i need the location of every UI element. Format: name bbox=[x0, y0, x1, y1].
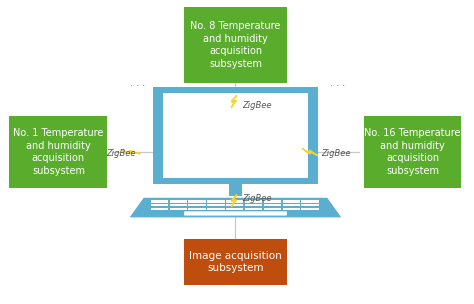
FancyBboxPatch shape bbox=[184, 211, 287, 216]
Text: ZigBee: ZigBee bbox=[243, 101, 272, 110]
FancyBboxPatch shape bbox=[163, 93, 308, 178]
FancyBboxPatch shape bbox=[229, 184, 242, 196]
FancyBboxPatch shape bbox=[207, 204, 225, 206]
FancyBboxPatch shape bbox=[264, 208, 281, 210]
FancyBboxPatch shape bbox=[283, 208, 300, 210]
FancyBboxPatch shape bbox=[301, 204, 319, 206]
FancyBboxPatch shape bbox=[207, 200, 225, 203]
FancyBboxPatch shape bbox=[264, 204, 281, 206]
Text: ZigBee: ZigBee bbox=[107, 149, 136, 158]
FancyBboxPatch shape bbox=[226, 208, 244, 210]
FancyBboxPatch shape bbox=[245, 200, 262, 203]
Polygon shape bbox=[130, 198, 341, 217]
Polygon shape bbox=[231, 95, 237, 108]
FancyBboxPatch shape bbox=[9, 116, 107, 188]
FancyBboxPatch shape bbox=[188, 204, 206, 206]
FancyBboxPatch shape bbox=[301, 208, 319, 210]
FancyBboxPatch shape bbox=[184, 239, 287, 285]
Text: Image acquisition
subsystem: Image acquisition subsystem bbox=[189, 251, 282, 273]
Text: ZigBee: ZigBee bbox=[243, 194, 272, 203]
FancyBboxPatch shape bbox=[153, 87, 318, 184]
FancyBboxPatch shape bbox=[151, 204, 168, 206]
Text: ZigBee: ZigBee bbox=[321, 149, 350, 158]
FancyBboxPatch shape bbox=[264, 200, 281, 203]
Text: . . .: . . . bbox=[330, 78, 346, 88]
FancyBboxPatch shape bbox=[283, 200, 300, 203]
FancyBboxPatch shape bbox=[170, 200, 187, 203]
FancyBboxPatch shape bbox=[170, 204, 187, 206]
FancyBboxPatch shape bbox=[188, 200, 206, 203]
Text: . . .: . . . bbox=[130, 78, 145, 88]
Polygon shape bbox=[121, 150, 140, 154]
FancyBboxPatch shape bbox=[283, 204, 300, 206]
Text: No. 16 Temperature
and humidity
acquisition
subsystem: No. 16 Temperature and humidity acquisit… bbox=[365, 128, 461, 176]
FancyBboxPatch shape bbox=[151, 208, 168, 210]
Polygon shape bbox=[231, 195, 237, 207]
FancyBboxPatch shape bbox=[245, 204, 262, 206]
FancyBboxPatch shape bbox=[184, 7, 287, 83]
Polygon shape bbox=[302, 148, 318, 156]
FancyBboxPatch shape bbox=[364, 116, 462, 188]
FancyBboxPatch shape bbox=[301, 200, 319, 203]
FancyBboxPatch shape bbox=[226, 204, 244, 206]
FancyBboxPatch shape bbox=[188, 208, 206, 210]
FancyBboxPatch shape bbox=[170, 208, 187, 210]
FancyBboxPatch shape bbox=[245, 208, 262, 210]
FancyBboxPatch shape bbox=[151, 200, 168, 203]
Text: No. 1 Temperature
and humidity
acquisition
subsystem: No. 1 Temperature and humidity acquisiti… bbox=[13, 128, 104, 176]
FancyBboxPatch shape bbox=[207, 208, 225, 210]
Text: No. 8 Temperature
and humidity
acquisition
subsystem: No. 8 Temperature and humidity acquisiti… bbox=[190, 22, 281, 69]
FancyBboxPatch shape bbox=[226, 200, 244, 203]
